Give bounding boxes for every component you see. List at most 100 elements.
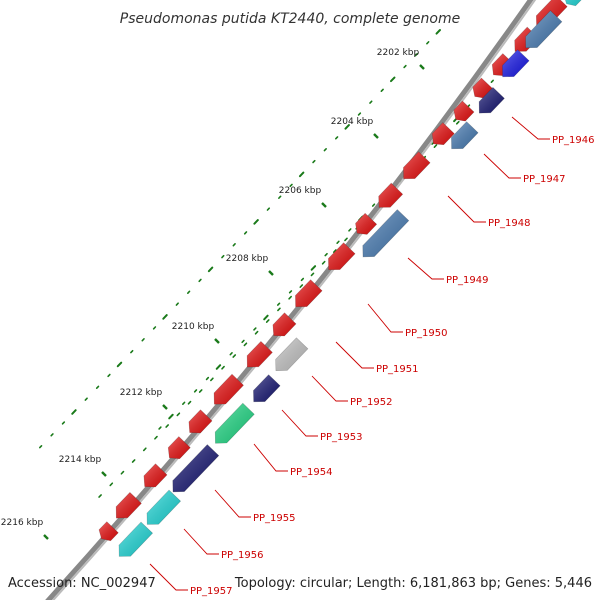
- forward-gene-arrow: [143, 463, 168, 488]
- gene-leader-line: [483, 153, 521, 179]
- tick-mark: [324, 252, 328, 257]
- tick-mark: [84, 397, 88, 401]
- tick-mark: [232, 354, 237, 358]
- reverse-gene-block: [172, 444, 220, 493]
- forward-gene-arrow: [167, 436, 191, 460]
- tick-mark: [232, 243, 236, 247]
- tick-mark: [380, 88, 384, 92]
- tick-mark: [241, 339, 245, 344]
- tick-mark: [187, 290, 191, 294]
- tick-mark: [371, 203, 376, 207]
- scale-tick: [373, 133, 379, 139]
- tick-mark: [142, 447, 147, 452]
- scale-tick: [419, 64, 425, 70]
- gene-leader-line: [447, 195, 486, 223]
- forward-gene-arrow: [453, 100, 475, 122]
- tick-mark: [323, 148, 327, 152]
- scale-tick: [162, 404, 168, 410]
- tick-mark: [265, 319, 270, 323]
- reverse-gene-block: [502, 49, 530, 78]
- tick-mark: [332, 249, 337, 253]
- scale-tick: [214, 338, 220, 344]
- gene-label: PP_1948: [488, 218, 531, 229]
- reverse-strand-genes: [118, 0, 582, 557]
- tick-mark: [221, 365, 225, 370]
- reverse-gene-block: [146, 489, 182, 525]
- tick-mark: [182, 401, 186, 405]
- gene-leader-line: [253, 443, 288, 472]
- gene-leader-line: [214, 489, 251, 518]
- gene-label: PP_1951: [376, 364, 419, 375]
- gene-leader-line: [511, 116, 550, 140]
- reverse-gene-block: [214, 402, 255, 444]
- forward-gene-arrow: [431, 122, 455, 146]
- gene-label: PP_1950: [405, 328, 448, 339]
- tick-mark: [414, 52, 419, 57]
- forward-gene-arrow: [213, 373, 244, 405]
- forward-gene-arrow: [115, 491, 142, 519]
- tick-mark: [154, 435, 158, 440]
- scale-label: 2208 kbp: [226, 254, 269, 264]
- tick-mark: [141, 338, 145, 342]
- gene-label-leaders: [149, 116, 550, 591]
- gene-label: PP_1955: [253, 513, 296, 524]
- tick-mark: [168, 413, 174, 420]
- reverse-gene-block: [478, 86, 505, 114]
- tick-mark: [289, 183, 293, 188]
- tick-mark: [277, 307, 281, 312]
- scale-tick: [268, 270, 274, 276]
- tick-mark: [357, 112, 362, 116]
- tick-mark: [312, 159, 316, 164]
- scale-tick: [321, 202, 327, 208]
- tick-mark: [455, 120, 460, 125]
- scale-tick: [101, 471, 107, 477]
- tick-mark: [198, 389, 203, 393]
- tick-mark: [98, 494, 102, 498]
- reverse-gene-block: [362, 209, 410, 258]
- scale-label: 2212 kbp: [120, 388, 163, 398]
- tick-mark: [276, 302, 281, 306]
- gene-label: PP_1953: [320, 432, 363, 443]
- scale-label: 2204 kbp: [331, 117, 374, 127]
- gene-label: PP_1954: [290, 467, 333, 478]
- tick-mark: [310, 272, 315, 277]
- tick-mark: [229, 352, 233, 356]
- reverse-gene-block: [275, 337, 309, 372]
- scale-label: 2210 kbp: [172, 322, 215, 332]
- scale-labels: 2202 kbp 2204 kbp 2206 kbp 2208 kbp 2210 kbp…: [1, 48, 425, 540]
- tick-mark: [243, 231, 248, 235]
- tick-mark: [426, 41, 430, 45]
- reverse-gene-block: [525, 10, 563, 49]
- tick-mark: [253, 327, 257, 331]
- reverse-gene-block: [253, 374, 281, 403]
- tick-mark: [299, 284, 304, 288]
- tick-mark: [263, 314, 269, 321]
- tick-mark: [152, 326, 157, 330]
- forward-gene-arrow: [188, 409, 213, 434]
- tick-mark: [390, 76, 396, 83]
- gene-leader-line: [407, 257, 444, 280]
- tick-mark: [266, 207, 271, 211]
- tick-mark: [210, 377, 214, 382]
- tick-mark: [433, 144, 438, 148]
- tick-mark: [130, 349, 134, 354]
- forward-gene-arrow: [295, 279, 323, 308]
- tick-mark: [215, 364, 222, 370]
- tick-mark: [435, 29, 441, 35]
- gene-label: PP_1946: [552, 135, 595, 146]
- map-title: Pseudomonas putida KT2440, complete geno…: [120, 11, 460, 27]
- scale-label: 2202 kbp: [377, 48, 420, 58]
- tick-mark: [71, 409, 77, 415]
- forward-gene-arrow: [328, 242, 356, 271]
- forward-gene-arrow: [378, 182, 404, 208]
- tick-mark: [369, 100, 373, 104]
- tick-mark: [300, 277, 305, 282]
- gene-leader-line: [183, 528, 219, 555]
- tick-mark: [310, 265, 317, 271]
- reverse-gene-block: [565, 0, 582, 7]
- tick-mark: [131, 459, 136, 463]
- gene-label: PP_1949: [446, 275, 489, 286]
- tick-mark: [321, 260, 326, 265]
- tick-mark: [298, 171, 305, 178]
